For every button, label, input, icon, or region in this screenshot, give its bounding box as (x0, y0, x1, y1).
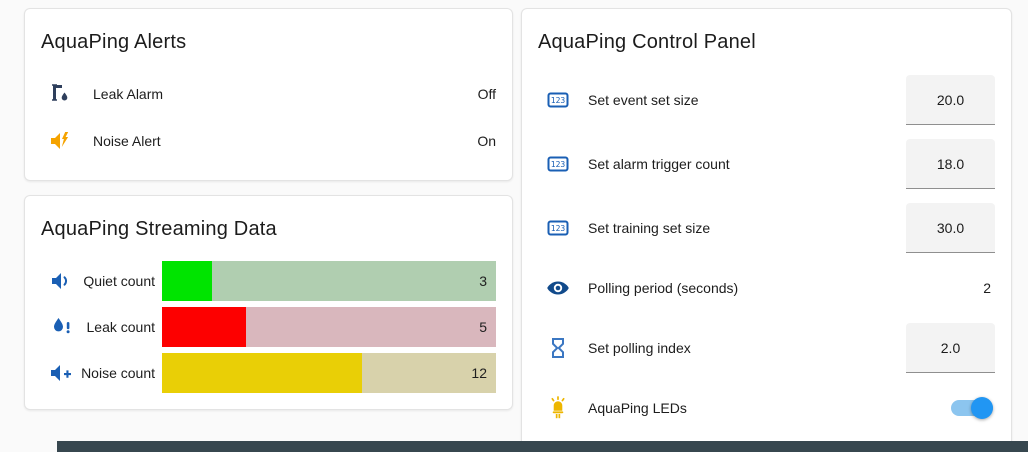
left-column: AquaPing Alerts Leak Alarm Off (24, 8, 513, 449)
set-training-set-size-input[interactable] (906, 203, 995, 253)
counter-icon: 123 (546, 152, 570, 176)
entity-label: Noise Alert (93, 132, 161, 149)
control-row-aquaping-leds: AquaPing LEDs (522, 380, 1011, 436)
control-label: AquaPing LEDs (588, 400, 687, 416)
control-panel-card: AquaPing Control Panel 123 Set event set… (521, 8, 1012, 449)
pipe-leak-icon (49, 82, 73, 106)
control-panel-title: AquaPing Control Panel (538, 31, 756, 53)
control-row-set-polling-index: Set polling index (522, 316, 1011, 380)
bar-value: 3 (479, 273, 487, 289)
bar-fill (162, 353, 363, 393)
bar-value: 12 (471, 365, 487, 381)
bottom-partial-card (57, 441, 1028, 452)
entity-row-leak-alarm[interactable]: Leak Alarm Off (25, 70, 512, 117)
control-row-set-event-set-size: 123 Set event set size (522, 68, 1011, 132)
control-label: Polling period (seconds) (588, 280, 739, 296)
control-label: Set training set size (588, 220, 711, 236)
bar-fill (162, 307, 246, 347)
svg-text:123: 123 (551, 224, 566, 233)
set-polling-index-input[interactable] (906, 323, 995, 373)
set-alarm-trigger-count-input[interactable] (906, 139, 995, 189)
leak-count-bar[interactable]: 5 (162, 307, 496, 347)
streaming-card-title: AquaPing Streaming Data (41, 218, 277, 240)
streaming-bars: Quiet count 3 Leak count (25, 255, 512, 409)
timer-sand-icon (546, 336, 570, 360)
alerts-card-title: AquaPing Alerts (41, 31, 187, 53)
eye-icon (546, 276, 570, 300)
volume-medium-icon (49, 269, 73, 293)
led-icon (546, 396, 570, 420)
entity-row-noise-alert[interactable]: Noise Alert On (25, 117, 512, 164)
control-label: Set event set size (588, 92, 699, 108)
control-label: Set polling index (588, 340, 691, 356)
bar-row-leak-count: Leak count 5 (25, 307, 512, 347)
quiet-count-bar[interactable]: 3 (162, 261, 496, 301)
aquaping-leds-toggle[interactable] (951, 397, 993, 419)
bar-label: Leak count (86, 319, 156, 335)
control-label: Set alarm trigger count (588, 156, 730, 172)
control-rows: 123 Set event set size 123 Set alarm tri… (522, 68, 1011, 448)
bar-label: Noise count (81, 365, 155, 381)
svg-text:123: 123 (551, 96, 566, 105)
counter-icon: 123 (546, 216, 570, 240)
toggle-thumb (971, 397, 993, 419)
counter-icon: 123 (546, 88, 570, 112)
svg-text:123: 123 (551, 160, 566, 169)
control-row-set-alarm-trigger-count: 123 Set alarm trigger count (522, 132, 1011, 196)
control-row-polling-period[interactable]: Polling period (seconds) 2 (522, 260, 1011, 316)
bar-label: Quiet count (83, 273, 155, 289)
control-row-set-training-set-size: 123 Set training set size (522, 196, 1011, 260)
entity-state: On (477, 132, 496, 149)
bar-fill (162, 261, 213, 301)
noise-count-bar[interactable]: 12 (162, 353, 496, 393)
streaming-card: AquaPing Streaming Data Quiet count 3 (24, 195, 513, 410)
polling-period-value: 2 (983, 280, 991, 296)
entity-label: Leak Alarm (93, 85, 164, 102)
bar-value: 5 (479, 319, 487, 335)
bar-row-quiet-count: Quiet count 3 (25, 261, 512, 301)
entity-state: Off (477, 85, 496, 102)
water-alert-icon (49, 315, 73, 339)
volume-alert-icon (49, 129, 73, 153)
alerts-rows: Leak Alarm Off Noise Alert On (25, 68, 512, 180)
alerts-card: AquaPing Alerts Leak Alarm Off (24, 8, 513, 181)
bar-row-noise-count: Noise count 12 (25, 353, 512, 393)
volume-plus-icon (49, 361, 73, 385)
set-event-set-size-input[interactable] (906, 75, 995, 125)
